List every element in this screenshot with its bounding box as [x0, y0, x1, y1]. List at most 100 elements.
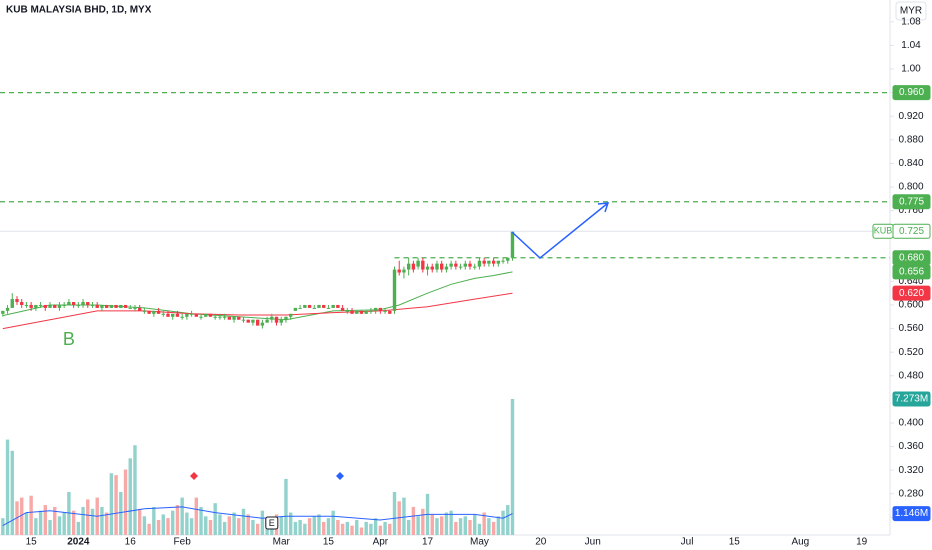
- plot: BE: [0, 92, 890, 535]
- volume-bar: [48, 520, 52, 535]
- candle-body: [425, 266, 430, 270]
- candle-body: [364, 310, 368, 314]
- volume-bar: [5, 439, 10, 535]
- candle-body: [298, 307, 302, 309]
- y-tick-label: 0.600: [898, 300, 923, 311]
- volume-bar: [194, 497, 199, 535]
- candle-body: [204, 313, 208, 317]
- volume-bar: [284, 478, 288, 535]
- candle-body: [477, 260, 482, 267]
- volume-bar: [345, 521, 350, 535]
- currency-label[interactable]: MYR: [900, 6, 922, 17]
- price-tag-label: 0.960: [899, 87, 924, 98]
- candle-body: [449, 263, 453, 267]
- y-tick-label: 1.04: [901, 40, 921, 51]
- candle-body: [373, 307, 378, 311]
- volume-bar: [161, 514, 165, 535]
- volume-bar: [359, 527, 364, 535]
- volume-bar: [312, 516, 316, 535]
- candle-body: [430, 266, 434, 270]
- candle-body: [166, 313, 170, 317]
- candle-body: [473, 266, 477, 268]
- candle-body: [161, 313, 165, 315]
- volume-bar: [487, 518, 491, 535]
- candle-body: [133, 307, 137, 309]
- volume-bar: [34, 518, 38, 535]
- volume-bar: [444, 512, 449, 535]
- candle-body: [284, 316, 288, 320]
- volume-bar: [227, 516, 232, 535]
- candle-body: [317, 304, 321, 308]
- volume-bar: [435, 518, 439, 535]
- volume-bar: [317, 514, 321, 535]
- volume-bar: [246, 514, 250, 535]
- volume-bar: [288, 512, 293, 535]
- candle-body: [496, 260, 501, 264]
- volume-bar: [104, 512, 109, 535]
- currency-button[interactable]: [895, 1, 927, 21]
- y-tick-label: 0.320: [898, 465, 923, 476]
- candle-body: [402, 269, 406, 273]
- dividend-marker[interactable]: [190, 472, 198, 480]
- candle-body: [322, 304, 326, 308]
- volume-bar: [90, 508, 95, 535]
- candle-body: [350, 310, 354, 314]
- candle-body: [38, 304, 43, 306]
- candle-body: [439, 263, 444, 270]
- volume-bar: [293, 521, 298, 535]
- volume-bar: [1, 518, 5, 535]
- volume-bar: [430, 514, 434, 535]
- candle-body: [53, 304, 57, 308]
- x-tick-label: 15: [323, 537, 335, 548]
- candle-body: [458, 266, 463, 268]
- price-tag-label: 0.680: [899, 252, 924, 263]
- volume-bar: [392, 491, 397, 535]
- y-tick-label: 0.840: [898, 158, 923, 169]
- split-marker[interactable]: [336, 472, 344, 480]
- volume-bar: [496, 516, 501, 535]
- candle-body: [20, 302, 24, 305]
- volume-bar: [331, 510, 335, 535]
- candle-body: [416, 260, 420, 267]
- candle-body: [491, 260, 496, 264]
- volume-bar: [402, 497, 406, 535]
- volume-bar: [373, 518, 378, 535]
- candle-body: [288, 313, 293, 317]
- candle-body: [355, 310, 359, 314]
- candle-body: [194, 313, 199, 317]
- candle-body: [10, 299, 14, 308]
- candle-body: [421, 260, 425, 270]
- price-tag: [892, 194, 931, 210]
- price-tag-label: 0.725: [899, 226, 924, 237]
- x-tick-label: Apr: [373, 537, 389, 548]
- volume-bar: [175, 505, 180, 535]
- volume-bar: [43, 505, 48, 535]
- volume-bar: [260, 510, 265, 535]
- volume-bar: [109, 473, 114, 535]
- x-tick-label: 15: [729, 537, 741, 548]
- candle-body: [1, 310, 5, 314]
- volume-bar: [477, 523, 482, 535]
- volume-bar: [406, 520, 411, 535]
- candle-body: [29, 304, 33, 308]
- volume-bar: [251, 520, 255, 535]
- candle-body: [274, 316, 279, 323]
- volume-bar: [204, 516, 208, 535]
- y-tick-label: 0.520: [898, 347, 923, 358]
- volume-bar: [369, 523, 373, 535]
- y-tick-label: 0.560: [898, 323, 923, 334]
- candle-body: [109, 304, 114, 308]
- volume-bar: [53, 506, 57, 535]
- volume-bar: [71, 510, 76, 535]
- candle-body: [463, 263, 467, 267]
- event-marker[interactable]: [265, 516, 279, 530]
- event-label: E: [269, 518, 275, 528]
- volume-bar: [458, 518, 463, 535]
- ma-line: [2, 292, 513, 330]
- volume-bar: [29, 495, 33, 535]
- volume-bar: [24, 512, 29, 535]
- volume-bar: [76, 521, 81, 535]
- volume-bar: [307, 518, 312, 535]
- y-tick-label: 0.280: [898, 488, 923, 499]
- candle-body: [81, 302, 85, 305]
